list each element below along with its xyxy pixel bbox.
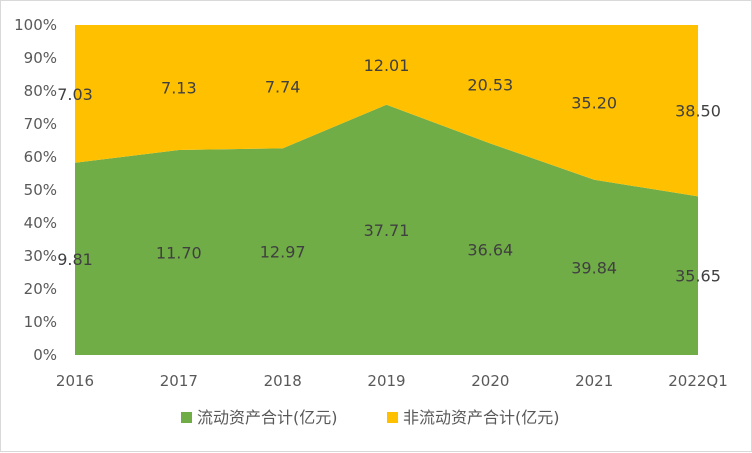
data-label-non-current-assets: 7.03: [57, 85, 93, 104]
y-tick-label: 20%: [24, 280, 57, 298]
area-series-current-assets: [75, 104, 698, 355]
legend-swatch-non-current-assets: [387, 412, 398, 423]
data-label-current-assets: 11.70: [156, 243, 202, 262]
y-tick-label: 70%: [24, 115, 57, 133]
data-label-non-current-assets: 7.74: [265, 78, 301, 97]
data-label-non-current-assets: 38.50: [675, 102, 721, 121]
data-label-current-assets: 12.97: [260, 243, 306, 262]
y-tick-label: 80%: [24, 82, 57, 100]
y-tick-label: 60%: [24, 148, 57, 166]
data-label-current-assets: 36.64: [467, 240, 513, 259]
legend: 流动资产合计(亿元) 非流动资产合计(亿元): [181, 408, 560, 427]
data-labels: 9.81 7.03 11.70 7.13 12.97 7.74 37.71 12.01 36.6…: [57, 56, 721, 286]
data-label-current-assets: 37.71: [364, 221, 410, 240]
x-tick-label: 2020: [471, 372, 509, 390]
data-label-non-current-assets: 20.53: [467, 75, 513, 94]
x-tick-label: 2016: [56, 372, 94, 390]
data-label-non-current-assets: 12.01: [364, 56, 410, 75]
y-tick-label: 50%: [24, 181, 57, 199]
x-tick-label: 2018: [264, 372, 302, 390]
data-label-non-current-assets: 35.20: [571, 93, 617, 112]
y-tick-label: 40%: [24, 214, 57, 232]
y-tick-label: 90%: [24, 49, 57, 67]
y-tick-label: 30%: [24, 247, 57, 265]
data-label-non-current-assets: 7.13: [161, 78, 197, 97]
area-layer: [75, 25, 698, 355]
legend-label-non-current-assets: 非流动资产合计(亿元): [403, 408, 560, 427]
x-tick-label: 2017: [160, 372, 198, 390]
y-axis: 0% 10% 20% 30% 40% 50% 60% 70% 80% 90% 100%: [14, 16, 57, 364]
x-tick-label: 2021: [575, 372, 613, 390]
data-label-current-assets: 39.84: [571, 258, 617, 277]
x-tick-label: 2019: [367, 372, 405, 390]
legend-label-current-assets: 流动资产合计(亿元): [197, 408, 338, 427]
data-label-current-assets: 35.65: [675, 267, 721, 286]
x-tick-label: 2022Q1: [668, 372, 728, 390]
y-tick-label: 10%: [24, 313, 57, 331]
y-tick-label: 0%: [33, 346, 57, 364]
legend-swatch-current-assets: [181, 412, 192, 423]
area-series-non-current-assets: [75, 25, 698, 197]
data-label-current-assets: 9.81: [57, 250, 93, 269]
y-tick-label: 100%: [14, 16, 57, 34]
x-axis: 2016 2017 2018 2019 2020 2021 2022Q1: [56, 372, 728, 390]
